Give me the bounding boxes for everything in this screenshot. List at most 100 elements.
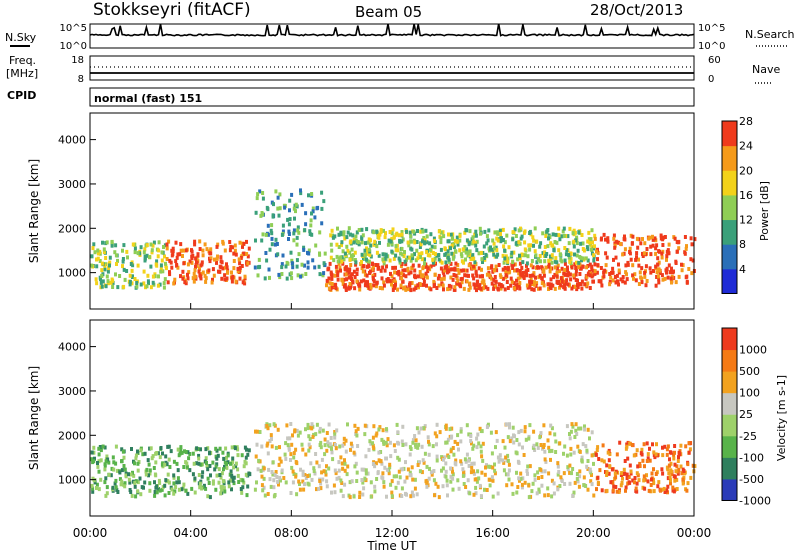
- power-scatter-cell: [491, 238, 495, 243]
- power-scatter-cell: [532, 287, 536, 292]
- velocity-scatter-cell: [239, 477, 243, 482]
- power-scatter-cell: [329, 272, 333, 277]
- power-scatter-cell: [238, 261, 242, 266]
- velocity-scatter-cell: [408, 473, 412, 478]
- power-scatter-cell: [539, 241, 543, 246]
- power-scatter-cell: [540, 265, 544, 270]
- power-scatter-cell: [455, 281, 459, 286]
- power-scatter-cell: [169, 260, 173, 265]
- velocity-scatter-cell: [255, 480, 258, 485]
- power-scatter: [90, 188, 697, 293]
- velocity-scatter-cell: [533, 477, 537, 482]
- power-scatter-cell: [280, 272, 284, 276]
- power-scatter-cell: [170, 265, 174, 270]
- power-scatter-cell: [648, 266, 652, 271]
- velocity-scatter-cell: [679, 443, 683, 448]
- velocity-scatter-cell: [104, 476, 108, 481]
- power-scatter-cell: [360, 236, 364, 241]
- velocity-scatter-cell: [445, 440, 449, 445]
- velocity-scatter-cell: [266, 492, 270, 496]
- power-scatter-cell: [592, 279, 595, 284]
- power-scatter-cell: [288, 198, 292, 203]
- power-scatter-cell: [461, 247, 465, 252]
- power-scatter-cell: [506, 259, 510, 264]
- power-scatter-cell: [473, 232, 477, 237]
- power-scatter-cell: [472, 239, 476, 244]
- power-scatter-cell: [399, 251, 403, 256]
- velocity-scatter-cell: [627, 475, 631, 479]
- velocity-scatter-cell: [136, 489, 140, 494]
- velocity-scatter-cell: [542, 423, 546, 428]
- power-scatter-cell: [689, 257, 693, 262]
- velocity-scatter-cell: [434, 481, 438, 486]
- velocity-scatter-cell: [668, 450, 672, 455]
- power-scatter-cell: [494, 245, 498, 250]
- velocity-scatter-cell: [469, 470, 473, 475]
- velocity-scatter-cell: [273, 493, 277, 497]
- velocity-scatter-cell: [340, 481, 344, 485]
- power-scatter-cell: [108, 255, 112, 260]
- velocity-scatter-cell: [684, 444, 688, 449]
- time-axis-label: Time UT: [366, 539, 417, 553]
- power-scatter-cell: [525, 283, 529, 288]
- velocity-ytick-label: 2000: [58, 429, 86, 442]
- power-scatter-cell: [562, 285, 566, 290]
- power-scatter-cell: [460, 280, 464, 285]
- power-scatter-cell: [421, 229, 425, 234]
- velocity-scatter-cell: [472, 471, 476, 476]
- velocity-scatter-cell: [520, 485, 524, 490]
- velocity-scatter-cell: [611, 488, 615, 493]
- power-scatter-cell: [639, 241, 643, 246]
- power-scatter-cell: [178, 252, 182, 257]
- power-scatter-cell: [532, 271, 536, 276]
- power-scatter-cell: [447, 283, 451, 288]
- freq-label: Freq.: [9, 54, 36, 67]
- velocity-scatter-cell: [628, 480, 632, 485]
- power-scatter-cell: [382, 280, 386, 285]
- power-scatter-cell: [364, 280, 368, 285]
- velocity-scatter-cell: [155, 490, 159, 495]
- power-scatter-cell: [683, 235, 687, 239]
- velocity-scatter-cell: [205, 460, 208, 465]
- velocity-scatter-cell: [330, 446, 333, 451]
- velocity-scatter-cell: [563, 444, 567, 449]
- power-scatter-cell: [458, 282, 462, 287]
- power-scatter-cell: [335, 242, 339, 247]
- power-scatter-cell: [363, 283, 367, 288]
- velocity-scatter-cell: [683, 471, 686, 476]
- velocity-scatter-cell: [241, 478, 245, 483]
- velocity-scatter-cell: [377, 427, 381, 432]
- velocity-scatter-cell: [128, 480, 132, 485]
- power-scatter-cell: [587, 237, 591, 242]
- power-colorbar-tick: 20: [739, 164, 753, 177]
- velocity-scatter-cell: [486, 422, 490, 427]
- velocity-scatter-cell: [583, 424, 586, 429]
- velocity-scatter-cell: [590, 430, 594, 435]
- velocity-scatter-cell: [120, 447, 124, 452]
- velocity-scatter-cell: [571, 467, 575, 471]
- velocity-scatter-cell: [445, 483, 449, 488]
- velocity-colorbar-tick: -1000: [739, 494, 771, 507]
- power-scatter-cell: [98, 259, 102, 263]
- power-scatter-cell: [354, 234, 358, 239]
- power-scatter-cell: [621, 279, 625, 284]
- power-scatter-cell: [186, 276, 190, 281]
- power-scatter-cell: [656, 274, 660, 279]
- velocity-scatter-cell: [401, 467, 405, 472]
- velocity-scatter-cell: [582, 475, 586, 480]
- velocity-scatter-cell: [577, 484, 581, 489]
- power-scatter-cell: [406, 240, 410, 245]
- power-scatter-cell: [653, 236, 657, 241]
- power-scatter-cell: [588, 262, 592, 267]
- power-scatter-cell: [668, 270, 672, 275]
- power-scatter-cell: [459, 252, 463, 257]
- power-scatter-cell: [450, 251, 454, 256]
- power-scatter-cell: [435, 286, 439, 290]
- power-scatter-cell: [604, 263, 608, 268]
- power-scatter-cell: [677, 274, 681, 279]
- power-scatter-cell: [520, 252, 524, 257]
- power-scatter-cell: [511, 237, 515, 242]
- power-scatter-cell: [661, 243, 665, 247]
- power-scatter-cell: [150, 248, 154, 253]
- velocity-scatter-cell: [483, 487, 486, 492]
